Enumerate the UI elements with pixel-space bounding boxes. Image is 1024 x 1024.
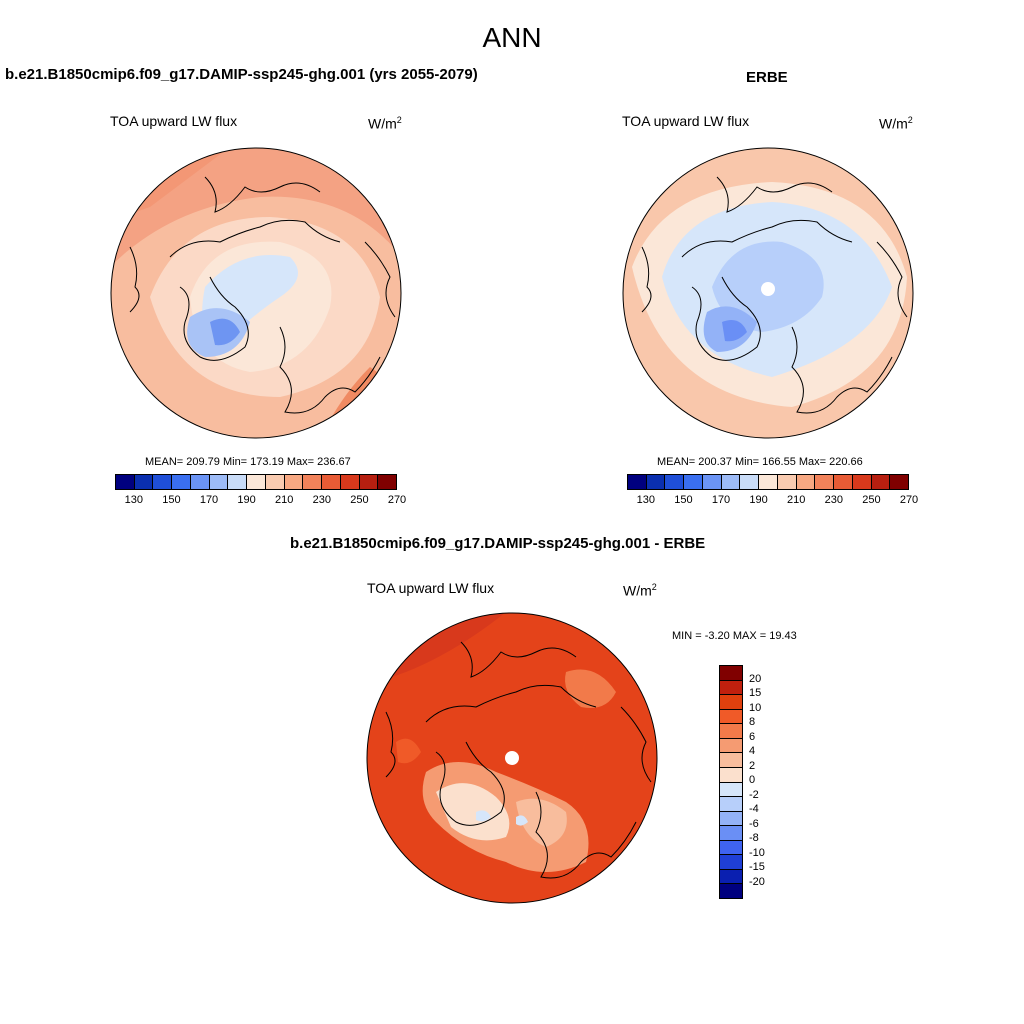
panel2-colorbar-tick-label: 270 xyxy=(899,494,919,506)
panel3-colorbar-swatch xyxy=(720,840,742,856)
panel2-colorbar-tick-label: 230 xyxy=(824,494,843,506)
panel2-colorbar-swatch xyxy=(628,475,647,489)
panel2-colorbar-swatch xyxy=(684,475,703,489)
panel3-colorbar-swatch xyxy=(720,811,742,827)
panel3-colorbar-swatch xyxy=(720,709,742,725)
panel2-colorbar-swatch xyxy=(890,475,909,489)
panel1-colorbar-swatch xyxy=(247,475,266,489)
panel1-colorbar-swatch xyxy=(153,475,173,489)
panel2-polar-map xyxy=(622,147,914,439)
panel3-colorbar-swatch xyxy=(720,724,742,739)
panel2-stats: MEAN= 200.37 Min= 166.55 Max= 220.66 xyxy=(657,456,863,468)
panel2-units: W/m2 xyxy=(879,115,913,132)
panel3-colorbar-tick-label: 20 xyxy=(749,672,762,685)
panel1-colorbar-tick-label: 270 xyxy=(387,494,407,506)
panel1-colorbar-swatch xyxy=(378,475,397,489)
panel2-colorbar-swatch xyxy=(721,475,741,489)
panel3-colorbar-swatch xyxy=(720,738,742,754)
panel1-colorbar-swatch xyxy=(303,475,323,489)
panel1-colorbar-tick-label: 190 xyxy=(237,494,256,506)
panel2-colorbar-swatch xyxy=(834,475,853,489)
panel1-colorbar-swatch xyxy=(359,475,379,489)
panel3-colorbar-swatch xyxy=(720,753,742,768)
panel1-colorbar-swatch xyxy=(209,475,229,489)
panel1-colorbar-swatch xyxy=(284,475,304,489)
panel1-heading: b.e21.B1850cmip6.f09_g17.DAMIP-ssp245-gh… xyxy=(5,66,478,83)
panel2-colorbar-swatch xyxy=(740,475,760,489)
panel3-colorbar-tick-label: 8 xyxy=(749,716,756,728)
panel3-stats: MIN = -3.20 MAX = 19.43 xyxy=(672,630,797,642)
panel1-colorbar-tick-label: 130 xyxy=(124,494,143,506)
panel2-colorbar-swatch xyxy=(815,475,835,489)
panel3-colorbar-swatch xyxy=(720,884,742,898)
panel3-units: W/m2 xyxy=(623,582,657,599)
panel3-colorbar-tick-label: -20 xyxy=(749,875,765,888)
panel3-colorbar-tick-label: 10 xyxy=(749,701,762,714)
panel1-colorbar-tick-label: 210 xyxy=(275,494,294,506)
panel1-colorbar-tick-label: 170 xyxy=(199,494,219,506)
panel2-colorbar-tick-label: 150 xyxy=(674,494,693,506)
panel3-colorbar-tick-label: -10 xyxy=(749,846,765,859)
panel1-colorbar-tick-label: 250 xyxy=(350,494,369,506)
panel3-colorbar-tick-label: 0 xyxy=(749,774,756,786)
panel1-colorbar-swatch xyxy=(172,475,191,489)
panel1-colorbar-swatch xyxy=(190,475,210,489)
panel3-colorbar-tick-label: 15 xyxy=(749,687,762,699)
panel3-heading: b.e21.B1850cmip6.f09_g17.DAMIP-ssp245-gh… xyxy=(290,535,706,552)
panel3-colorbar-swatch xyxy=(720,680,742,696)
panel3-colorbar-tick-label: -2 xyxy=(749,788,759,801)
panel1-colorbar-swatch xyxy=(116,475,135,489)
panel3-colorbar-tick-label: 2 xyxy=(749,759,756,772)
panel3-variable-label: TOA upward LW flux xyxy=(367,580,495,596)
panel3-colorbar-tick-label: 4 xyxy=(749,745,756,757)
panel3-colorbar-swatch xyxy=(720,782,742,798)
panel3-colorbar-swatch xyxy=(720,797,742,812)
panel1-colorbar-swatch xyxy=(340,475,360,489)
panel1-colorbar-swatch xyxy=(322,475,341,489)
panel3-colorbar-tick-label: -6 xyxy=(749,817,759,830)
panel2-colorbar-tick-label: 210 xyxy=(787,494,806,506)
main-title: ANN xyxy=(482,22,542,53)
panel1-colorbar-swatch xyxy=(228,475,248,489)
panel3-polar-map xyxy=(366,612,658,904)
panel2-colorbar: 130 150 170 190 210 230 250 270 xyxy=(627,474,918,506)
panel2-colorbar-swatch xyxy=(852,475,872,489)
panel1-units: W/m2 xyxy=(368,115,402,132)
panel3-colorbar-swatch xyxy=(720,826,742,841)
panel2-colorbar-swatch xyxy=(702,475,722,489)
panel3-colorbar: 20 15 10 8 6 4 2 0 -2 -4 -6 -8 -10 -15 -20 xyxy=(719,665,799,899)
panel1-polar-map xyxy=(110,147,402,439)
panel1-colorbar-tick-label: 230 xyxy=(312,494,331,506)
panel1-colorbar: 130 150 170 190 210 230 250 270 xyxy=(115,474,406,506)
panel2-colorbar-swatch xyxy=(777,475,797,489)
panel2-colorbar-tick-label: 250 xyxy=(862,494,881,506)
panel3-colorbar-tick-label: -15 xyxy=(749,861,765,873)
panel2-variable-label: TOA upward LW flux xyxy=(622,113,750,129)
panel2-colorbar-swatch xyxy=(665,475,685,489)
panel2-colorbar-swatch xyxy=(796,475,816,489)
panel3-colorbar-swatch xyxy=(720,695,742,710)
panel2-colorbar-tick-label: 170 xyxy=(711,494,731,506)
panel3-colorbar-tick-label: 6 xyxy=(749,730,756,743)
panel2-colorbar-swatch xyxy=(871,475,891,489)
panel1-colorbar-swatch xyxy=(265,475,285,489)
panel3-colorbar-tick-label: -4 xyxy=(749,803,759,815)
panel1-colorbar-swatch xyxy=(134,475,154,489)
panel1-colorbar-tick-label: 150 xyxy=(162,494,181,506)
panel1-stats: MEAN= 209.79 Min= 173.19 Max= 236.67 xyxy=(145,456,351,468)
panel2-colorbar-tick-label: 190 xyxy=(749,494,768,506)
panel3-colorbar-tick-label: -8 xyxy=(749,832,759,844)
panel2-heading: ERBE xyxy=(746,69,788,86)
panel3-colorbar-swatch xyxy=(720,869,742,885)
panel3-colorbar-swatch xyxy=(720,767,742,783)
panel3-colorbar-swatch xyxy=(720,666,742,681)
panel1-variable-label: TOA upward LW flux xyxy=(110,113,238,129)
panel2-colorbar-swatch xyxy=(759,475,778,489)
panel3-colorbar-swatch xyxy=(720,855,742,870)
panel2-colorbar-swatch xyxy=(646,475,666,489)
panel2-colorbar-tick-label: 130 xyxy=(636,494,655,506)
